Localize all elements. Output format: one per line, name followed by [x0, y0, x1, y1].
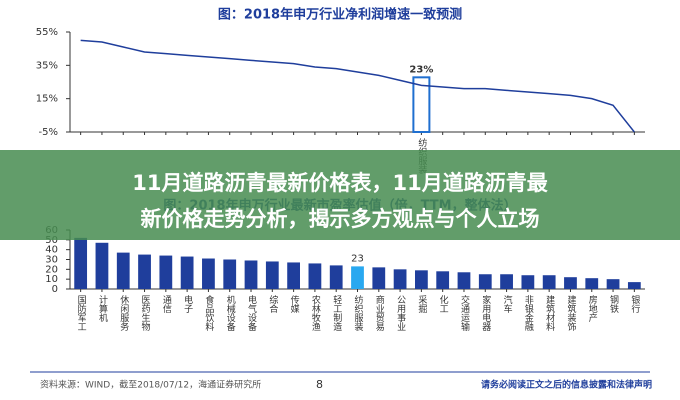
page-number: 8: [316, 378, 323, 391]
y-tick-label: 30: [45, 255, 58, 266]
headline-band: [0, 150, 680, 240]
chart-title: 图：2018年申万行业净利润增速一致预测: [218, 7, 462, 23]
bar: [372, 267, 386, 289]
data-label: 23: [351, 253, 364, 264]
x-tick-label: 公用事业: [395, 295, 406, 331]
bar: [308, 263, 322, 289]
bar: [180, 256, 194, 289]
bar: [521, 275, 535, 289]
bar: [457, 272, 471, 289]
bar: [329, 265, 343, 289]
x-tick-label: 食品饮料: [203, 294, 214, 332]
x-tick-label: 纺织服装: [353, 294, 364, 332]
data-label: 23%: [409, 64, 433, 75]
bar: [606, 279, 620, 289]
bar: [564, 277, 577, 289]
x-tick-label: 家用电器: [480, 294, 491, 331]
bar: [287, 262, 300, 289]
x-tick-label: 建筑装饰: [565, 294, 576, 332]
x-tick-label: 机械设备: [225, 294, 236, 331]
y-tick-label: 35%: [36, 60, 58, 71]
x-tick-label: 休闲服务: [118, 294, 129, 332]
bar: [116, 252, 130, 289]
bar: [436, 271, 450, 289]
x-tick-label: 化工: [438, 294, 449, 313]
y-tick-label: 20: [45, 264, 58, 275]
x-tick-label: 国防军工: [76, 295, 87, 331]
x-tick-label: 采掘: [416, 295, 427, 314]
line: [80, 39, 635, 133]
x-tick-label: 房地产: [587, 294, 598, 323]
bar: [202, 258, 215, 289]
bar: [74, 237, 88, 289]
bar: [265, 261, 279, 289]
bar: [415, 270, 428, 289]
x-tick-label: 综合: [267, 294, 278, 314]
y-tick-label: 55%: [36, 27, 58, 38]
x-tick-label: 钢铁: [608, 294, 619, 314]
y-tick-label: 10: [45, 274, 58, 285]
y-tick-label: 50: [45, 235, 58, 246]
x-tick-label: 非银金融: [523, 294, 534, 332]
disclaimer: 请务必阅读正文之后的信息披露和法律声明: [481, 379, 652, 391]
bar: [542, 275, 556, 289]
x-tick-label: 建筑材料: [544, 294, 555, 332]
bar: [627, 282, 641, 289]
y-tick-label: 40: [45, 245, 58, 256]
y-tick-label: 0: [52, 284, 58, 295]
bar: [351, 266, 364, 289]
y-tick-label: 15%: [36, 94, 58, 105]
bar: [244, 260, 258, 289]
x-tick-label: 轻工制造: [331, 294, 342, 332]
x-tick-label: 传媒: [289, 294, 300, 314]
highlight-box: [412, 76, 431, 134]
bar: [585, 278, 599, 289]
x-tick-label: 通信: [161, 295, 172, 314]
footer-source: 资料来源：WIND，截至2018/07/12，海通证券研究所: [40, 379, 261, 391]
bar: [159, 255, 173, 289]
bar: [138, 254, 151, 289]
x-tick-label: 医药生物: [140, 295, 151, 332]
x-tick-label: 电气设备: [246, 294, 257, 331]
y-tick-label: -5%: [39, 127, 58, 138]
x-tick-label: 汽车: [502, 294, 513, 314]
headline: 新价格走势分析，揭示多方观点与个人立场: [141, 207, 540, 231]
x-tick-label: 交通运输: [459, 294, 470, 332]
bar: [500, 274, 513, 289]
headline: 11月道路沥青最新价格表，11月道路沥青最: [132, 171, 548, 195]
x-tick-label: 商业贸易: [374, 294, 385, 332]
x-tick-label: 电子: [182, 294, 193, 313]
x-tick-label: 银行: [629, 294, 640, 314]
bar: [95, 242, 109, 289]
x-tick-label: 农林牧渔: [310, 294, 321, 331]
bar: [223, 259, 237, 289]
bar: [393, 269, 407, 289]
x-tick-label: 计算机: [97, 294, 108, 323]
bar: [478, 274, 492, 289]
charts: 图：2018年申万行业净利润增速一致预测-5%15%35%55%纺织服装23%图…: [36, 7, 645, 332]
